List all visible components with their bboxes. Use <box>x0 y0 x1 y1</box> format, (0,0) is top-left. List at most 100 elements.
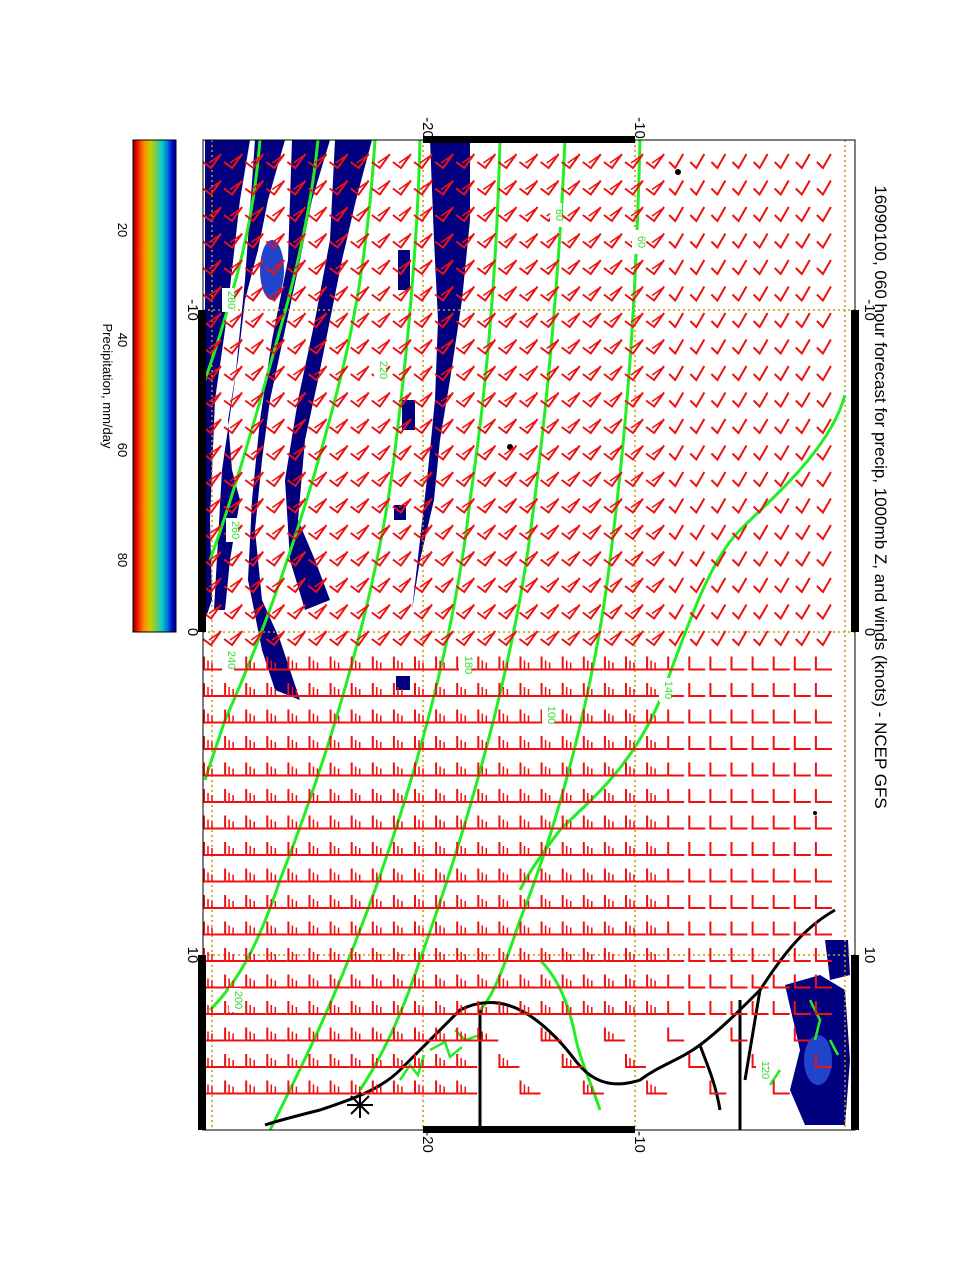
wind-barb <box>667 815 685 830</box>
wind-barb <box>539 524 560 541</box>
wind-barb <box>203 921 224 936</box>
wind-barb <box>773 630 790 647</box>
wind-barb <box>392 842 414 856</box>
wind-barb <box>795 445 811 462</box>
wind-barb <box>224 974 246 989</box>
wind-barb <box>689 259 706 276</box>
contour-label: 140 <box>662 681 674 699</box>
wind-barb <box>518 603 539 620</box>
wind-barb <box>793 868 811 883</box>
wind-barb <box>329 842 351 856</box>
wind-barb <box>625 762 646 777</box>
wind-barb <box>772 895 790 909</box>
wind-barb <box>392 868 414 883</box>
wind-barb <box>307 206 328 223</box>
wind-barb <box>751 842 769 856</box>
wind-barb <box>265 338 286 355</box>
wind-barb <box>625 736 646 750</box>
wind-barb <box>752 498 769 515</box>
wind-barb <box>814 736 832 750</box>
wind-barb <box>518 153 539 170</box>
wind-barb <box>266 709 288 724</box>
precip-area-6 <box>402 400 415 430</box>
wind-barb <box>667 1027 685 1042</box>
contour-label: 240 <box>225 651 237 669</box>
wind-barb <box>371 789 393 803</box>
wind-barb <box>814 974 832 989</box>
wind-barb <box>455 418 476 435</box>
lon-tick-label-right: -10 <box>861 299 878 321</box>
colorbar-label: Precipitation, mm/day <box>100 324 115 449</box>
wind-barb <box>561 418 581 435</box>
wind-barb <box>603 338 623 355</box>
wind-barb <box>582 232 602 249</box>
wind-barb <box>731 259 748 276</box>
wind-barb <box>710 577 727 594</box>
wind-barb <box>582 974 604 989</box>
wind-barb <box>435 921 457 936</box>
wind-barb <box>645 312 665 329</box>
wind-barb <box>308 895 330 909</box>
contour-label-bg <box>222 288 234 312</box>
wind-barb <box>455 338 476 355</box>
wind-barb <box>224 1054 246 1068</box>
wind-barb <box>413 630 433 647</box>
wind-barb <box>773 551 790 568</box>
wind-barb <box>773 259 790 276</box>
wind-barb <box>434 259 454 276</box>
wind-barb <box>286 550 307 567</box>
wind-barb <box>688 789 706 803</box>
wind-barb <box>434 365 454 382</box>
wind-barb <box>244 630 265 647</box>
wind-barb <box>224 789 246 803</box>
wind-barb <box>371 709 393 724</box>
wind-barb <box>561 842 583 856</box>
wind-barb <box>688 868 706 883</box>
wind-barb <box>329 868 351 883</box>
wind-barb <box>646 842 668 856</box>
wind-barb <box>773 577 790 594</box>
wind-barb <box>498 789 520 803</box>
wind-barb <box>350 444 370 461</box>
wind-barb <box>518 179 539 196</box>
wind-barb <box>371 1054 393 1068</box>
wind-barb <box>456 921 478 936</box>
wind-barb <box>350 418 370 435</box>
wind-barb <box>414 815 435 830</box>
wind-barb <box>603 656 625 671</box>
wind-barb <box>772 921 790 936</box>
wind-barb <box>434 630 454 647</box>
wind-barb <box>203 815 224 830</box>
axis-bar-right-a <box>851 310 859 632</box>
wind-barb <box>265 206 286 223</box>
wind-barb <box>413 259 433 276</box>
wind-barb <box>265 630 286 647</box>
wind-barb <box>603 868 625 883</box>
wind-barb <box>286 497 307 514</box>
wind-barb <box>498 762 520 777</box>
wind-barb <box>689 551 706 568</box>
contour-fragment-1 <box>429 1040 463 1060</box>
wind-barb <box>434 391 454 408</box>
wind-barb <box>287 974 309 989</box>
wind-barb <box>456 1001 478 1015</box>
wind-barb <box>371 868 393 883</box>
wind-barb <box>286 338 307 355</box>
wind-barb <box>518 285 539 302</box>
wind-barb <box>350 868 372 883</box>
wind-barb <box>668 365 685 382</box>
wind-barb <box>561 365 581 382</box>
axis-bar-left-a <box>198 310 206 632</box>
wind-barb <box>668 630 685 647</box>
wind-barb <box>434 206 454 223</box>
wind-barb <box>498 683 520 697</box>
wind-barb <box>434 312 454 329</box>
wind-barb <box>646 709 668 724</box>
wind-barb <box>350 577 370 594</box>
wind-barb <box>245 842 267 856</box>
wind-barb <box>668 153 685 170</box>
contour-label: 120 <box>759 1061 771 1079</box>
wind-barb <box>689 524 706 541</box>
wind-barb <box>688 815 706 830</box>
wind-barb <box>498 1001 520 1015</box>
